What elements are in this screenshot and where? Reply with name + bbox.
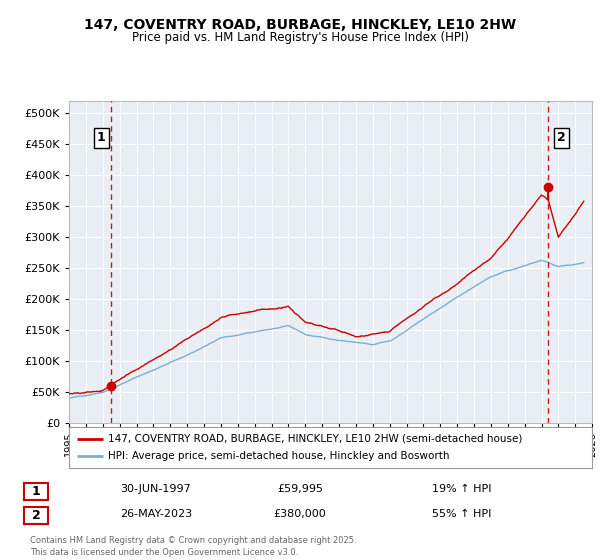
- Text: 1: 1: [97, 132, 106, 144]
- Text: £380,000: £380,000: [274, 509, 326, 519]
- Text: 2: 2: [557, 132, 566, 144]
- Text: 55% ↑ HPI: 55% ↑ HPI: [432, 509, 491, 519]
- Text: Price paid vs. HM Land Registry's House Price Index (HPI): Price paid vs. HM Land Registry's House …: [131, 31, 469, 44]
- Text: 26-MAY-2023: 26-MAY-2023: [120, 509, 192, 519]
- Text: 147, COVENTRY ROAD, BURBAGE, HINCKLEY, LE10 2HW (semi-detached house): 147, COVENTRY ROAD, BURBAGE, HINCKLEY, L…: [108, 433, 523, 444]
- Text: 147, COVENTRY ROAD, BURBAGE, HINCKLEY, LE10 2HW: 147, COVENTRY ROAD, BURBAGE, HINCKLEY, L…: [84, 18, 516, 32]
- Text: 1: 1: [32, 484, 40, 498]
- Text: 19% ↑ HPI: 19% ↑ HPI: [432, 484, 491, 494]
- Text: HPI: Average price, semi-detached house, Hinckley and Bosworth: HPI: Average price, semi-detached house,…: [108, 451, 450, 461]
- Text: 30-JUN-1997: 30-JUN-1997: [120, 484, 191, 494]
- Text: Contains HM Land Registry data © Crown copyright and database right 2025.
This d: Contains HM Land Registry data © Crown c…: [30, 536, 356, 557]
- Text: 2: 2: [32, 509, 40, 522]
- Text: £59,995: £59,995: [277, 484, 323, 494]
